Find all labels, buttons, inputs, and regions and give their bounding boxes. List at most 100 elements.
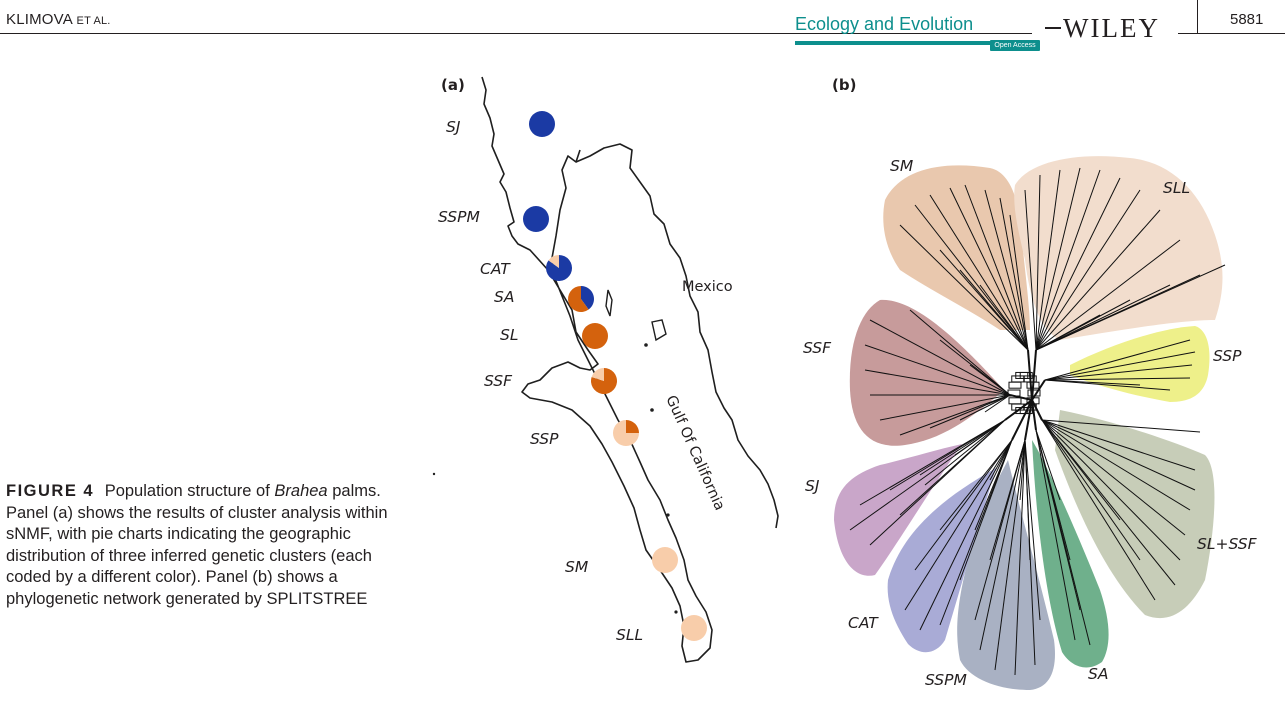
network-branch <box>904 439 1013 611</box>
page-number: 5881 <box>1230 11 1264 28</box>
network-branch <box>864 369 1011 396</box>
network-branch <box>1041 419 1141 561</box>
pie-slice-blue <box>529 111 555 137</box>
network-branch <box>1035 167 1081 351</box>
network-branch <box>1041 419 1121 521</box>
network-branch <box>909 309 1011 396</box>
network-branch <box>949 187 1029 351</box>
island-dot <box>666 513 670 517</box>
network-branch <box>864 344 1011 396</box>
page-rule-horizontal <box>1178 33 1285 34</box>
map-label-mexico: Mexico <box>682 279 733 295</box>
site-label: SL <box>500 326 518 344</box>
network-branch <box>1035 429 1091 646</box>
network-branch <box>1044 379 1141 386</box>
map-label-gulf: Gulf Of California <box>662 393 727 513</box>
journal-underline <box>795 41 992 45</box>
network-reticulation <box>1026 381 1040 389</box>
island-dot <box>644 343 648 347</box>
network-group-label: SM <box>890 157 913 175</box>
network-branch <box>969 364 1011 396</box>
network-branch <box>919 419 1006 476</box>
network-branch <box>869 419 1006 546</box>
figure-caption: FIGURE 4 Population structure of Brahea … <box>6 481 396 610</box>
network-branch <box>1035 174 1041 351</box>
network-branch <box>849 419 1006 531</box>
network-branch <box>1035 209 1161 351</box>
network-branch <box>959 394 1011 421</box>
network-stem <box>1024 399 1033 441</box>
network-branch <box>1041 419 1196 471</box>
network-branch <box>994 439 1026 671</box>
network-branches <box>849 167 1226 676</box>
publisher-dash <box>1045 27 1061 29</box>
network-branch <box>999 197 1029 351</box>
network-branch <box>1044 379 1171 391</box>
pie-slice-peach <box>652 547 678 573</box>
network-branch <box>989 439 1026 561</box>
network-branch <box>1009 214 1029 351</box>
network-stem <box>1031 349 1037 401</box>
site-label: SSPM <box>438 208 480 226</box>
network-branch <box>889 419 1006 491</box>
network-branch <box>879 394 1011 421</box>
network-branch <box>1035 314 1101 351</box>
pie-slice-orange <box>582 323 608 349</box>
network-group-label: SSP <box>1213 347 1242 365</box>
caption-text-lead: Population structure of <box>104 482 270 500</box>
open-access-badge: Open Access <box>990 40 1040 51</box>
network-branch <box>1035 169 1061 351</box>
site-pie-charts <box>523 111 707 641</box>
network-group-ssf <box>849 299 1004 446</box>
network-branch <box>1035 429 1061 501</box>
pie-slice-orange <box>626 420 639 433</box>
network-branch <box>1041 419 1201 433</box>
network-branch <box>1014 439 1026 676</box>
panel-b-network: (b) SM SLL SSP SL+SSF SA SSPM CAT SJ SSF <box>803 76 1258 690</box>
network-branch <box>939 439 1013 626</box>
network-group-sll <box>1014 156 1223 340</box>
network-branch <box>1035 177 1121 351</box>
pie-slice-peach <box>591 368 604 381</box>
network-branch <box>964 184 1029 351</box>
network-reticulation <box>1007 389 1021 397</box>
network-group-sa <box>1032 440 1109 668</box>
network-branch <box>1041 419 1176 586</box>
network-group-sm <box>883 165 1030 330</box>
network-branch <box>1035 169 1101 351</box>
network-group-label: SL+SSF <box>1197 535 1258 553</box>
network-branch <box>869 319 1011 396</box>
island-dot <box>432 472 436 476</box>
network-group-label: SLL <box>1163 179 1190 197</box>
site-label: SSF <box>484 372 513 390</box>
pie-slice-blue <box>546 255 573 281</box>
network-branch <box>899 394 1011 436</box>
network-branch <box>929 394 1011 429</box>
network-branch <box>1041 419 1181 561</box>
network-branch <box>1024 439 1036 666</box>
network-stem <box>1031 399 1037 431</box>
network-branch <box>979 284 1029 351</box>
network-branch <box>1041 419 1156 601</box>
network-branch <box>1035 239 1181 351</box>
pie-slice-peach <box>548 255 559 268</box>
network-reticulation <box>1027 389 1041 397</box>
site-label: SSP <box>530 430 559 448</box>
network-branch <box>959 269 1029 351</box>
network-branch <box>984 394 1011 413</box>
journal-name: Ecology and Evolution <box>795 14 974 34</box>
network-group-label: SSF <box>803 339 832 357</box>
network-branch <box>1041 419 1191 511</box>
network-branch <box>984 189 1029 351</box>
site-label: CAT <box>480 260 511 278</box>
network-branch <box>1044 339 1191 381</box>
network-branch <box>1044 351 1196 381</box>
pie-slice-orange <box>568 286 589 312</box>
caption-figure-label: FIGURE 4 <box>6 482 95 500</box>
network-group-label: SSPM <box>925 671 967 689</box>
island-outline <box>651 319 667 342</box>
pie-slice-orange <box>591 368 618 395</box>
network-group-label: SJ <box>805 477 820 495</box>
network-branch <box>979 439 1026 651</box>
